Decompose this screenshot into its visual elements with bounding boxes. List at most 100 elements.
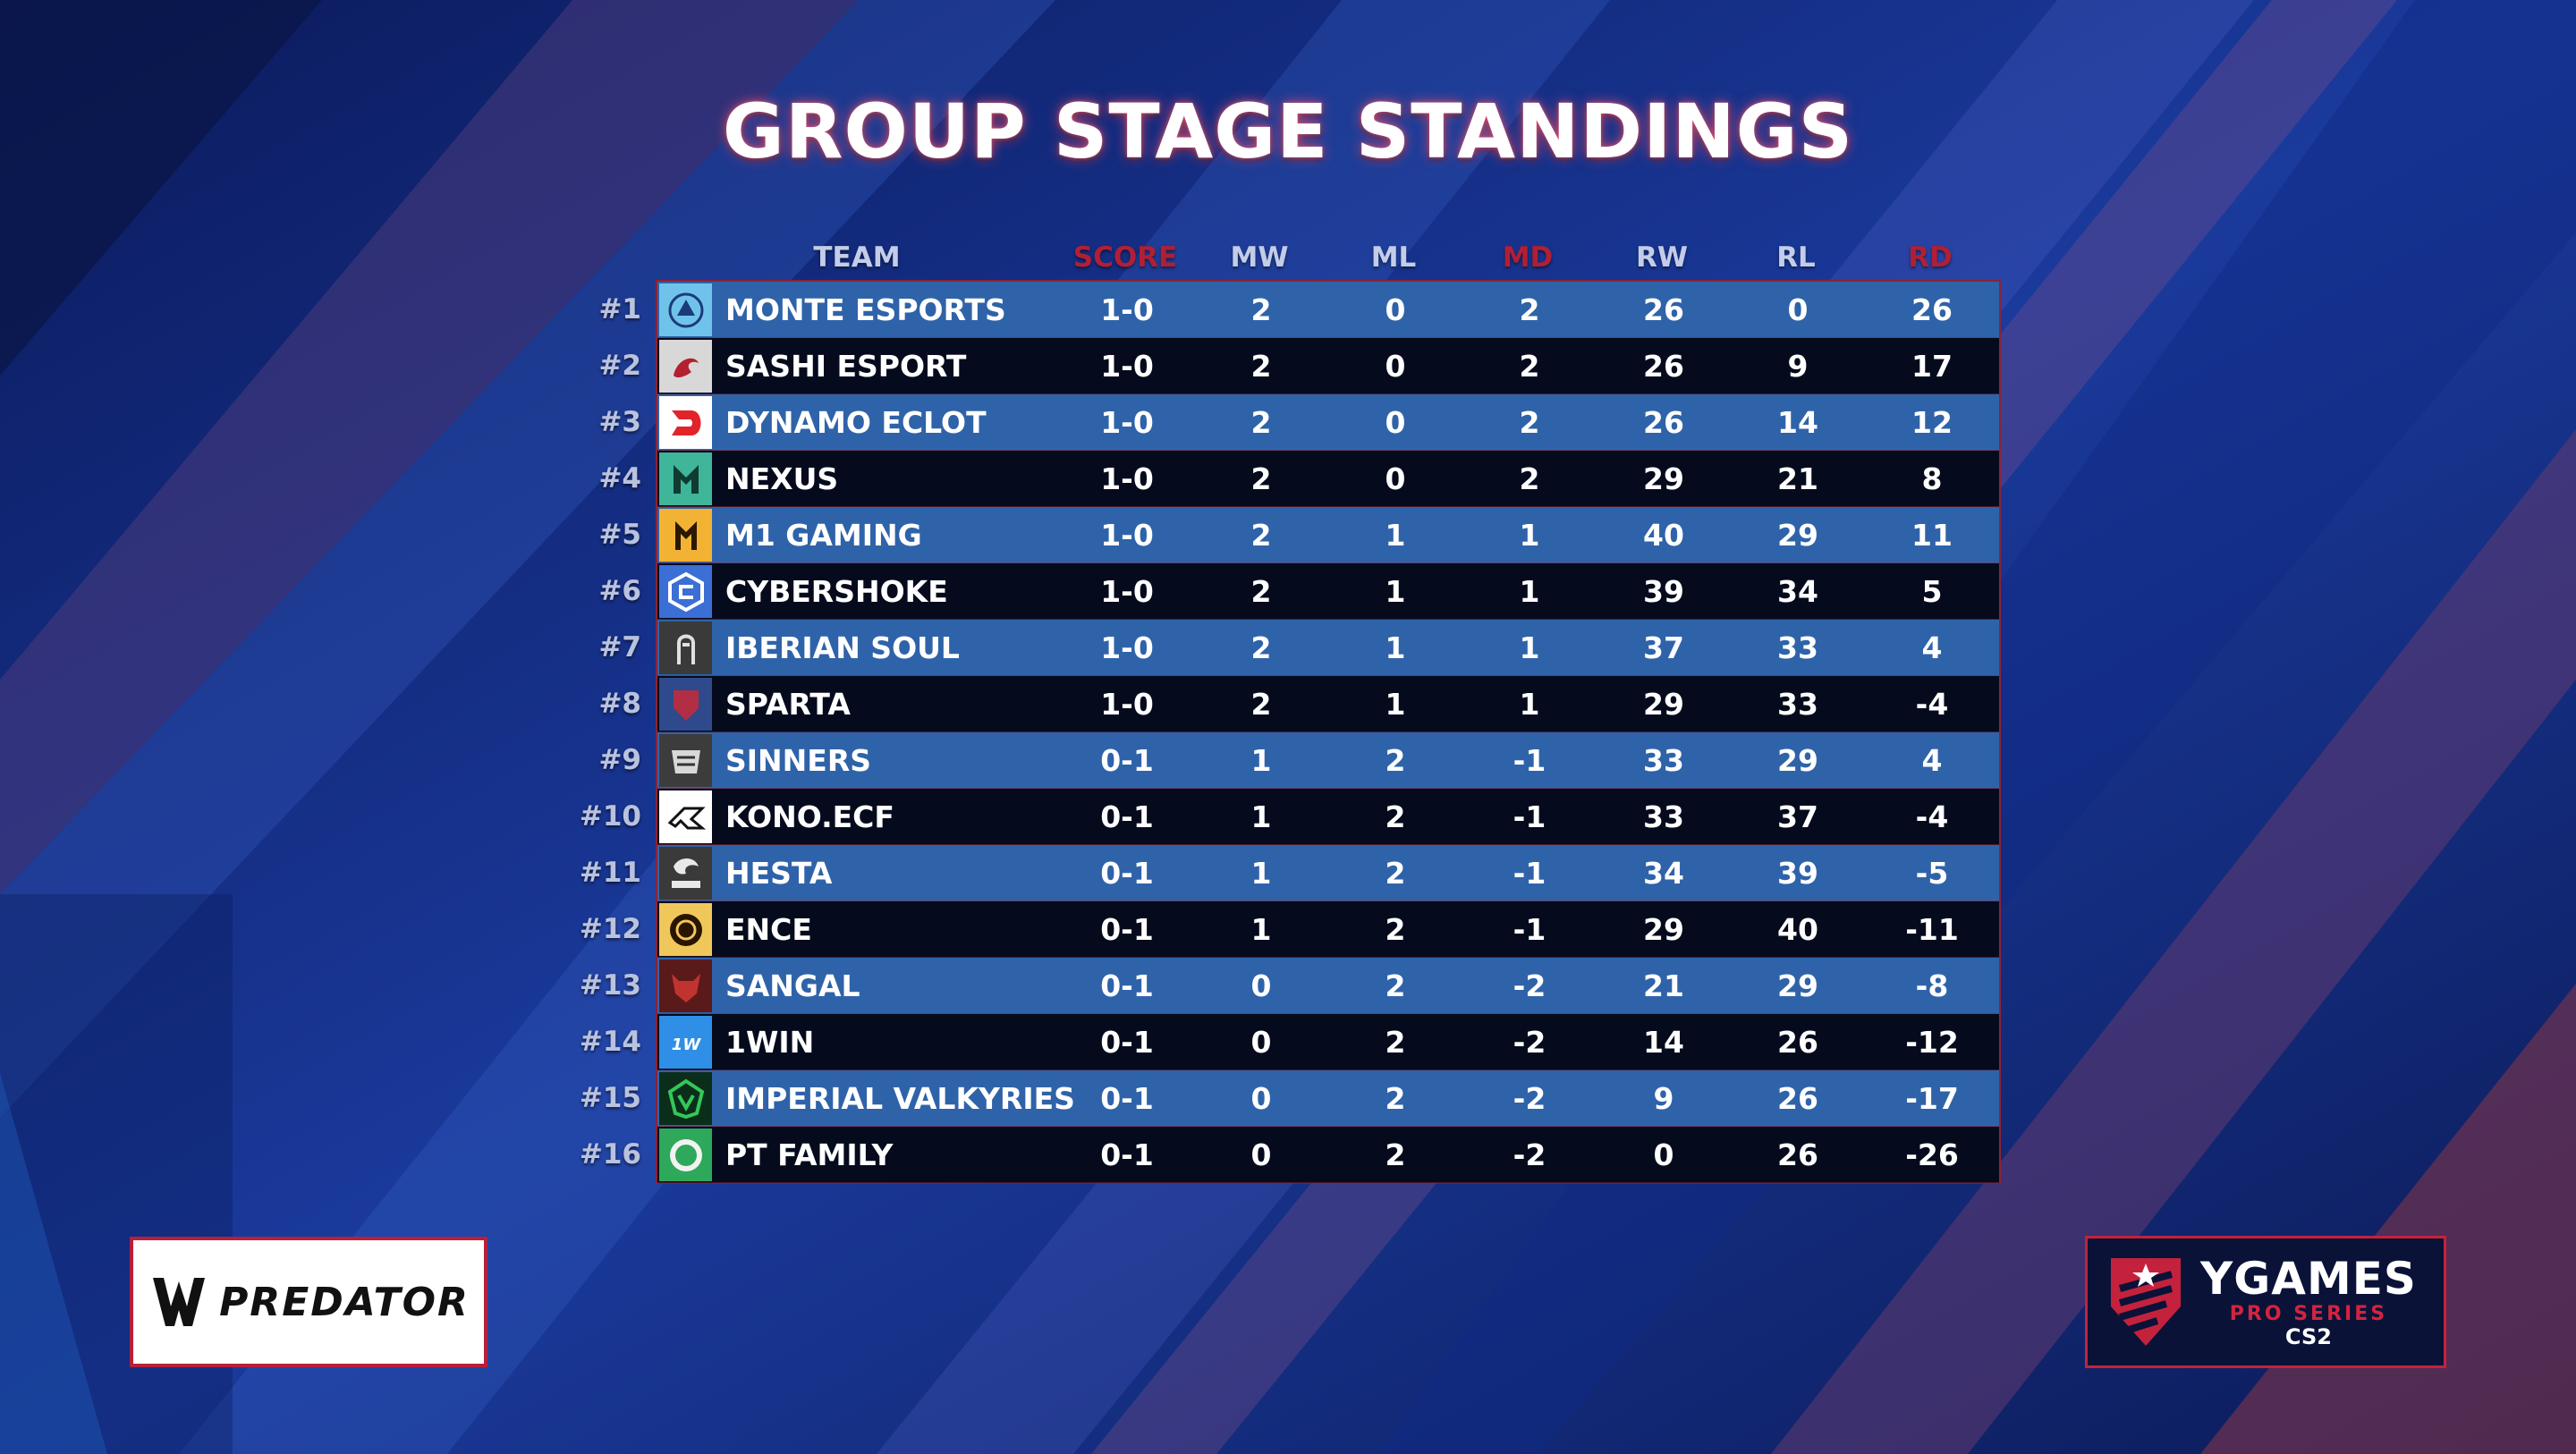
score-cell: 1-0	[1100, 461, 1154, 496]
column-header-rl: RL	[1776, 241, 1816, 274]
pt-family-logo-icon	[659, 1129, 712, 1181]
rank-label: #2	[598, 350, 641, 382]
rw-cell: 29	[1643, 687, 1684, 722]
mw-cell: 1	[1250, 912, 1272, 947]
score-cell: 1-0	[1100, 518, 1154, 553]
brand-game: CS2	[2284, 1324, 2332, 1349]
standings-row: #4 NEXUS 1-0 2 0 2 29 21 8	[598, 451, 1999, 508]
brand-name: YGAMES	[2200, 1253, 2417, 1305]
hesta-logo-icon	[659, 847, 712, 900]
score-cell: 1-0	[1100, 349, 1154, 384]
score-cell: 0-1	[1100, 743, 1154, 778]
ml-cell: 2	[1385, 856, 1406, 891]
team-name: 1WIN	[725, 1025, 815, 1060]
mw-cell: 1	[1250, 743, 1272, 778]
sangal-logo-icon	[659, 959, 712, 1012]
kono-logo-icon	[659, 790, 712, 843]
md-cell: 1	[1519, 687, 1540, 722]
mw-cell: 2	[1250, 687, 1272, 722]
rank-label: #12	[579, 913, 641, 945]
tournament-brand: YGAMES PRO SERIES CS2	[2085, 1236, 2446, 1368]
rw-cell: 0	[1653, 1137, 1674, 1172]
rank-label: #11	[579, 857, 641, 889]
standings-row: #3 DYNAMO ECLOT 1-0 2 0 2 26 14 12	[598, 394, 1999, 452]
score-cell: 0-1	[1100, 856, 1154, 891]
team-name: PT FAMILY	[725, 1137, 894, 1172]
team-name: KONO.ECF	[725, 799, 894, 834]
column-header-rd: RD	[1908, 241, 1953, 274]
rank-label: #6	[598, 575, 641, 607]
rank-label: #9	[598, 744, 641, 776]
sparta-logo-icon	[659, 678, 712, 731]
rank-label: #16	[579, 1138, 641, 1171]
score-cell: 0-1	[1100, 1137, 1154, 1172]
md-cell: -1	[1513, 743, 1546, 778]
ml-cell: 2	[1385, 912, 1406, 947]
rl-cell: 14	[1777, 405, 1818, 440]
sinners-logo-icon	[659, 734, 712, 787]
rank-label: #8	[598, 688, 641, 720]
mw-cell: 2	[1250, 405, 1272, 440]
mw-cell: 2	[1250, 518, 1272, 553]
column-header-rw: RW	[1635, 241, 1689, 274]
rl-cell: 39	[1777, 856, 1818, 891]
standings-row: #13 SANGAL 0-1 0 2 -2 21 29 -8	[580, 958, 1999, 1015]
rw-cell: 21	[1643, 968, 1684, 1003]
md-cell: -1	[1513, 856, 1546, 891]
rank-label: #14	[579, 1026, 641, 1058]
column-header-score: SCORE	[1072, 241, 1178, 274]
rd-cell: 26	[1911, 292, 1953, 327]
standings-row: #6 CYBERSHOKE 1-0 2 1 1 39 34 5	[598, 563, 1999, 621]
md-cell: 1	[1519, 518, 1540, 553]
team-name: IMPERIAL VALKYRIES	[725, 1081, 1075, 1116]
md-cell: 2	[1519, 292, 1540, 327]
rl-cell: 34	[1777, 574, 1818, 609]
score-cell: 1-0	[1100, 574, 1154, 609]
md-cell: -2	[1513, 968, 1546, 1003]
md-cell: 2	[1519, 405, 1540, 440]
ml-cell: 0	[1385, 349, 1406, 384]
ml-cell: 0	[1385, 292, 1406, 327]
standings-row: #2 SASHI ESPORT 1-0 2 0 2 26 9 17	[598, 338, 1999, 395]
standings-row: #15 IMPERIAL VALKYRIES 0-1 0 2 -2 9 26 -17	[580, 1070, 1999, 1128]
score-cell: 1-0	[1100, 405, 1154, 440]
mw-cell: 2	[1250, 630, 1272, 665]
sashi-logo-icon	[659, 340, 712, 393]
mw-cell: 2	[1250, 574, 1272, 609]
rank-label: #1	[598, 293, 641, 325]
md-cell: -2	[1513, 1137, 1546, 1172]
mw-cell: 2	[1250, 461, 1272, 496]
rl-cell: 9	[1787, 349, 1809, 384]
ml-cell: 1	[1385, 574, 1406, 609]
rw-cell: 29	[1643, 912, 1684, 947]
ml-cell: 2	[1385, 1137, 1406, 1172]
md-cell: 2	[1519, 461, 1540, 496]
score-cell: 0-1	[1100, 912, 1154, 947]
rd-cell: -5	[1915, 856, 1949, 891]
mw-cell: 0	[1250, 968, 1272, 1003]
team-name: MONTE ESPORTS	[725, 292, 1006, 327]
mw-cell: 1	[1250, 856, 1272, 891]
score-cell: 1-0	[1100, 630, 1154, 665]
md-cell: 1	[1519, 630, 1540, 665]
nexus-logo-icon	[659, 452, 712, 505]
mw-cell: 2	[1250, 292, 1272, 327]
rank-label: #10	[579, 800, 641, 833]
rl-cell: 26	[1777, 1025, 1818, 1060]
ml-cell: 1	[1385, 687, 1406, 722]
team-name: SINNERS	[725, 743, 872, 778]
rl-cell: 29	[1777, 518, 1818, 553]
standings-row: #14 1W 1WIN 0-1 0 2 -2 14 26 -12	[580, 1014, 1999, 1071]
page-title: GROUP STAGE STANDINGS	[722, 88, 1854, 175]
m1-logo-icon	[659, 509, 712, 562]
mw-cell: 0	[1250, 1025, 1272, 1060]
rw-cell: 29	[1643, 461, 1684, 496]
score-cell: 0-1	[1100, 799, 1154, 834]
standings-row: #7 IBERIAN SOUL 1-0 2 1 1 37 33 4	[598, 620, 1999, 677]
1win-logo-icon: 1W	[659, 1016, 712, 1069]
standings-row: #8 SPARTA 1-0 2 1 1 29 33 -4	[598, 676, 1999, 733]
team-name: CYBERSHOKE	[725, 574, 948, 609]
team-name: ENCE	[725, 912, 812, 947]
rl-cell: 33	[1777, 687, 1818, 722]
standings-row: #10 KONO.ECF 0-1 1 2 -1 33 37 -4	[580, 789, 1999, 846]
